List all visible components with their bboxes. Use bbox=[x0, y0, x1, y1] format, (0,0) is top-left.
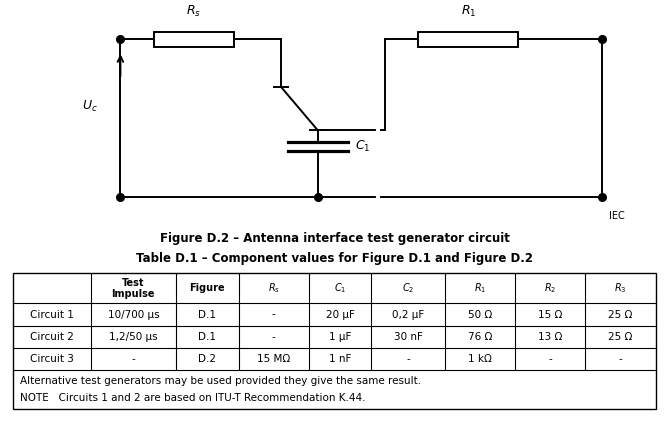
Text: 50 Ω: 50 Ω bbox=[468, 310, 492, 319]
Text: Figure: Figure bbox=[189, 283, 225, 293]
Bar bbox=[13, 273, 656, 409]
Text: 13 Ω: 13 Ω bbox=[539, 332, 563, 342]
Text: Circuit 1: Circuit 1 bbox=[30, 310, 74, 319]
Text: 20 μF: 20 μF bbox=[326, 310, 355, 319]
Text: $R_2$: $R_2$ bbox=[545, 281, 557, 295]
Text: Table D.1 – Component values for Figure D.1 and Figure D.2: Table D.1 – Component values for Figure … bbox=[136, 252, 533, 265]
Text: $R_s$: $R_s$ bbox=[268, 281, 280, 295]
Text: Alternative test generators may be used provided they give the same result.: Alternative test generators may be used … bbox=[20, 376, 421, 386]
Text: $R_3$: $R_3$ bbox=[614, 281, 627, 295]
Text: 15 Ω: 15 Ω bbox=[539, 310, 563, 319]
Text: $U_c$: $U_c$ bbox=[82, 99, 98, 114]
Text: 25 Ω: 25 Ω bbox=[608, 332, 633, 342]
Text: $C_2$: $C_2$ bbox=[402, 281, 415, 295]
Text: 25 Ω: 25 Ω bbox=[608, 310, 633, 319]
Text: $C_1$: $C_1$ bbox=[355, 139, 370, 154]
Text: 0,2 μF: 0,2 μF bbox=[392, 310, 424, 319]
Bar bbox=[154, 32, 234, 47]
Text: Figure D.2 – Antenna interface test generator circuit: Figure D.2 – Antenna interface test gene… bbox=[160, 232, 509, 245]
Text: -: - bbox=[272, 310, 276, 319]
Text: 1 kΩ: 1 kΩ bbox=[468, 354, 492, 364]
Text: D.1: D.1 bbox=[198, 310, 216, 319]
Text: $R_s$: $R_s$ bbox=[187, 4, 201, 19]
Text: 10/700 μs: 10/700 μs bbox=[108, 310, 159, 319]
Text: NOTE   Circuits 1 and 2 are based on ITU-T Recommendation K.44.: NOTE Circuits 1 and 2 are based on ITU-T… bbox=[20, 393, 365, 404]
Text: 76 Ω: 76 Ω bbox=[468, 332, 492, 342]
Text: 1 nF: 1 nF bbox=[329, 354, 351, 364]
Text: -: - bbox=[132, 354, 135, 364]
Text: $R_1$: $R_1$ bbox=[460, 4, 476, 19]
Text: $R_1$: $R_1$ bbox=[474, 281, 486, 295]
Text: $C_1$: $C_1$ bbox=[334, 281, 347, 295]
Text: D.2: D.2 bbox=[198, 354, 216, 364]
Bar bbox=[418, 32, 518, 47]
Text: 15 MΩ: 15 MΩ bbox=[257, 354, 290, 364]
Text: 1 μF: 1 μF bbox=[329, 332, 351, 342]
Text: D.1: D.1 bbox=[198, 332, 216, 342]
Text: IEC: IEC bbox=[609, 211, 625, 221]
Text: Circuit 2: Circuit 2 bbox=[30, 332, 74, 342]
Text: -: - bbox=[619, 354, 622, 364]
Text: Test
Impulse: Test Impulse bbox=[112, 278, 155, 299]
Text: Circuit 3: Circuit 3 bbox=[30, 354, 74, 364]
Text: 30 nF: 30 nF bbox=[394, 332, 423, 342]
Text: -: - bbox=[549, 354, 553, 364]
Text: 1,2/50 μs: 1,2/50 μs bbox=[109, 332, 158, 342]
Text: -: - bbox=[272, 332, 276, 342]
Text: -: - bbox=[407, 354, 410, 364]
